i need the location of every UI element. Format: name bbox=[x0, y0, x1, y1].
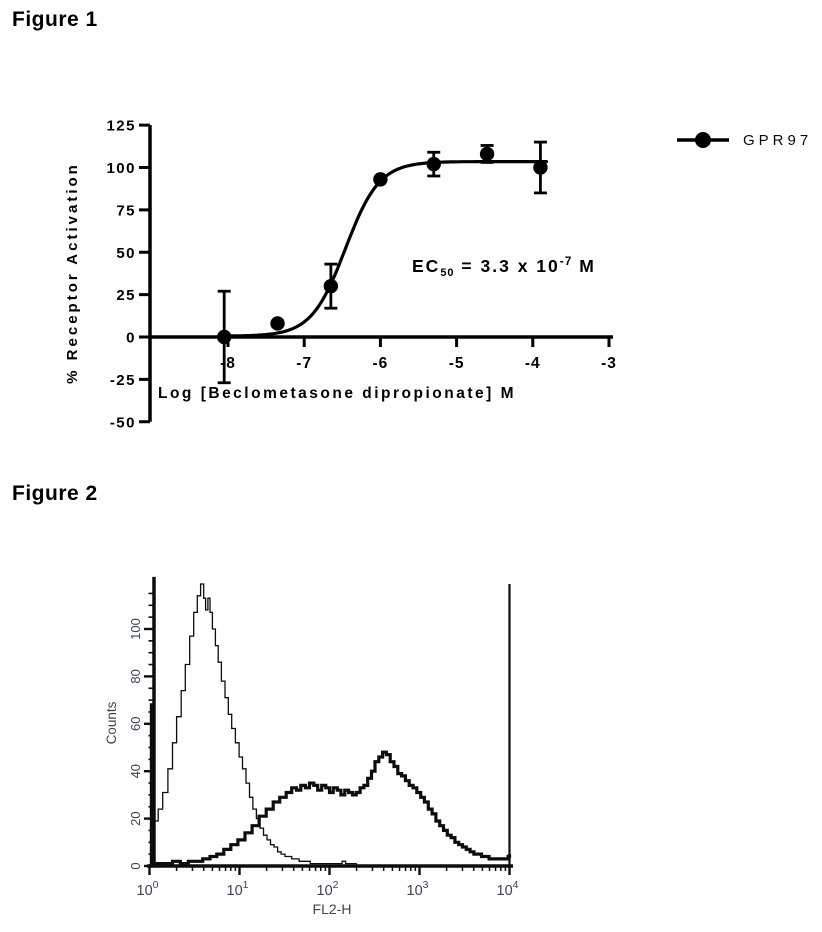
fig2-y-tick-label: 60 bbox=[128, 717, 143, 731]
thin-outline-histogram bbox=[149, 583, 357, 866]
fig1-y-tick-label: 125 bbox=[106, 118, 136, 135]
fig2-y-tick-label: 20 bbox=[128, 811, 143, 825]
fig1-y-tick-label: 0 bbox=[126, 330, 136, 347]
ec50-exponent: -7 bbox=[559, 254, 573, 268]
fig1-y-tick-label: -50 bbox=[110, 414, 136, 431]
legend-label-gpr97: GPR97 bbox=[743, 131, 813, 149]
bold-outline-histogram bbox=[149, 703, 512, 868]
fig1-y-tick-label: 25 bbox=[116, 287, 136, 304]
fig2-x-tick-label: 101 bbox=[227, 879, 249, 899]
figure1-title: Figure 1 bbox=[12, 8, 98, 31]
fig2-y-tick-label: 100 bbox=[128, 618, 143, 640]
fig2-y-tick-label: 0 bbox=[128, 862, 143, 869]
fig1-data-points bbox=[216, 146, 548, 345]
fig1-fit-curve bbox=[217, 160, 549, 338]
dose-response-chart: 125 100 75 50 25 0 -25 -50 -8 -7 -6 -5 -4 -3 bbox=[106, 118, 617, 432]
ec50-unit: M bbox=[572, 256, 596, 276]
ec50-prefix: EC bbox=[412, 256, 441, 276]
fig1-legend: GPR97 bbox=[676, 130, 812, 150]
fig1-y-tick-label: 100 bbox=[106, 160, 136, 177]
figure2-title: Figure 2 bbox=[12, 482, 98, 505]
flow-cytometry-histogram-chart: 0 20 40 60 80 100 100 101 102 103 104 bbox=[128, 576, 519, 899]
ec50-subscript: 50 bbox=[440, 267, 455, 279]
fig1-x-tick-label: -7 bbox=[296, 355, 312, 372]
fig2-axes bbox=[144, 576, 513, 875]
fig2-x-tick-label: 103 bbox=[407, 879, 429, 899]
fig2-x-tick-label: 102 bbox=[317, 879, 339, 899]
fig1-x-tick-label: -6 bbox=[373, 355, 389, 372]
fig2-y-tick-label: 80 bbox=[128, 669, 143, 683]
fig1-y-tick-label: -25 bbox=[110, 372, 136, 389]
fig1-x-tick-label: -8 bbox=[220, 355, 236, 372]
fig1-x-tick-label: -5 bbox=[449, 355, 465, 372]
fig1-y-axis-label: % Receptor Activation bbox=[64, 162, 81, 384]
fig1-plot-group: 125 100 75 50 25 0 -25 -50 -8 -7 -6 -5 -4 -3 bbox=[106, 118, 617, 432]
fig2-x-tick-label: 104 bbox=[497, 879, 519, 899]
fig1-x-tick-label: -3 bbox=[601, 355, 617, 372]
fig2-y-axis-label: Counts bbox=[104, 701, 119, 745]
fig1-y-tick-label: 50 bbox=[116, 245, 136, 262]
fig2-y-tick-label: 40 bbox=[128, 764, 143, 778]
ec50-value: = 3.3 x 10 bbox=[454, 256, 560, 276]
legend-marker-icon bbox=[677, 132, 729, 148]
fig2-x-axis-label: FL2-H bbox=[312, 901, 352, 917]
fig2-plot-group: 0 20 40 60 80 100 100 101 102 103 104 bbox=[128, 576, 519, 899]
fig2-x-tick-label: 100 bbox=[137, 879, 159, 899]
fig1-x-tick-label: -4 bbox=[525, 355, 541, 372]
ec50-annotation: EC50 = 3.3 x 10-7 M bbox=[412, 254, 596, 279]
fig1-x-axis-label: Log [Beclometasone dipropionate] M bbox=[158, 385, 516, 402]
fig1-y-tick-label: 75 bbox=[116, 202, 136, 219]
